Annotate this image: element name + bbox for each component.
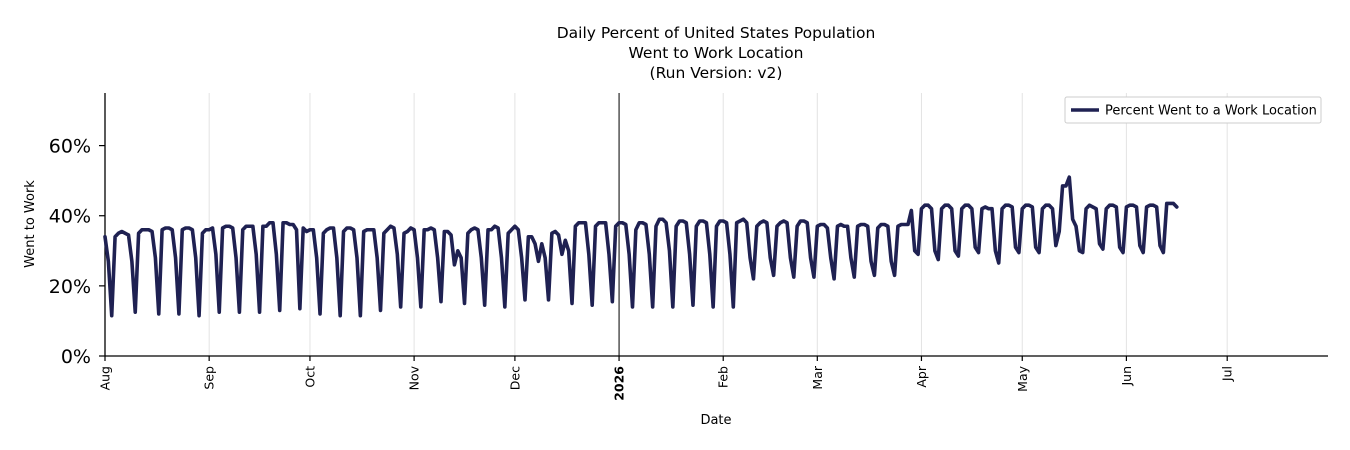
legend: Percent Went to a Work Location bbox=[1064, 96, 1322, 124]
x-tick-label-may: May bbox=[1015, 365, 1030, 391]
x-tick-label-dec: Dec bbox=[507, 366, 522, 390]
chart-title: Daily Percent of United States Populatio… bbox=[557, 24, 876, 82]
x-tick-label-aug: Aug bbox=[98, 366, 113, 390]
x-tick-label-oct: Oct bbox=[302, 366, 317, 388]
y-tick-label-20: 20% bbox=[49, 276, 91, 298]
y-tick-label-0: 0% bbox=[61, 346, 91, 368]
x-tick-label-sep: Sep bbox=[202, 366, 217, 390]
x-tick-label-mar: Mar bbox=[810, 365, 825, 389]
x-tick-label-2026: 2026 bbox=[612, 366, 627, 401]
legend-box bbox=[1064, 96, 1322, 124]
x-axis-ticks: Aug Sep Oct Nov Dec 2026 Feb Mar Apr May Jun Jul bbox=[98, 356, 1235, 401]
x-tick-label-jun: Jun bbox=[1119, 366, 1134, 387]
y-tick-label-40: 40% bbox=[49, 206, 91, 228]
y-axis-label: Went to Work bbox=[23, 180, 38, 268]
y-axis-ticks: 0% 20% 40% 60% bbox=[49, 136, 105, 368]
x-tick-label-feb: Feb bbox=[716, 366, 731, 388]
x-tick-label-apr: Apr bbox=[914, 365, 929, 387]
chart-title-line-1: Daily Percent of United States Populatio… bbox=[557, 24, 876, 42]
chart-title-line-3: (Run Version: v2) bbox=[650, 64, 783, 82]
x-axis-label: Date bbox=[700, 413, 731, 428]
axes bbox=[104, 93, 1328, 357]
series-line-percent-went-to-work bbox=[103, 175, 1179, 318]
chart-title-line-2: Went to Work Location bbox=[628, 44, 803, 62]
x-tick-label-jul: Jul bbox=[1220, 366, 1235, 382]
x-tick-label-nov: Nov bbox=[407, 365, 422, 390]
y-tick-label-60: 60% bbox=[49, 136, 91, 158]
legend-label: Percent Went to a Work Location bbox=[1105, 104, 1317, 119]
